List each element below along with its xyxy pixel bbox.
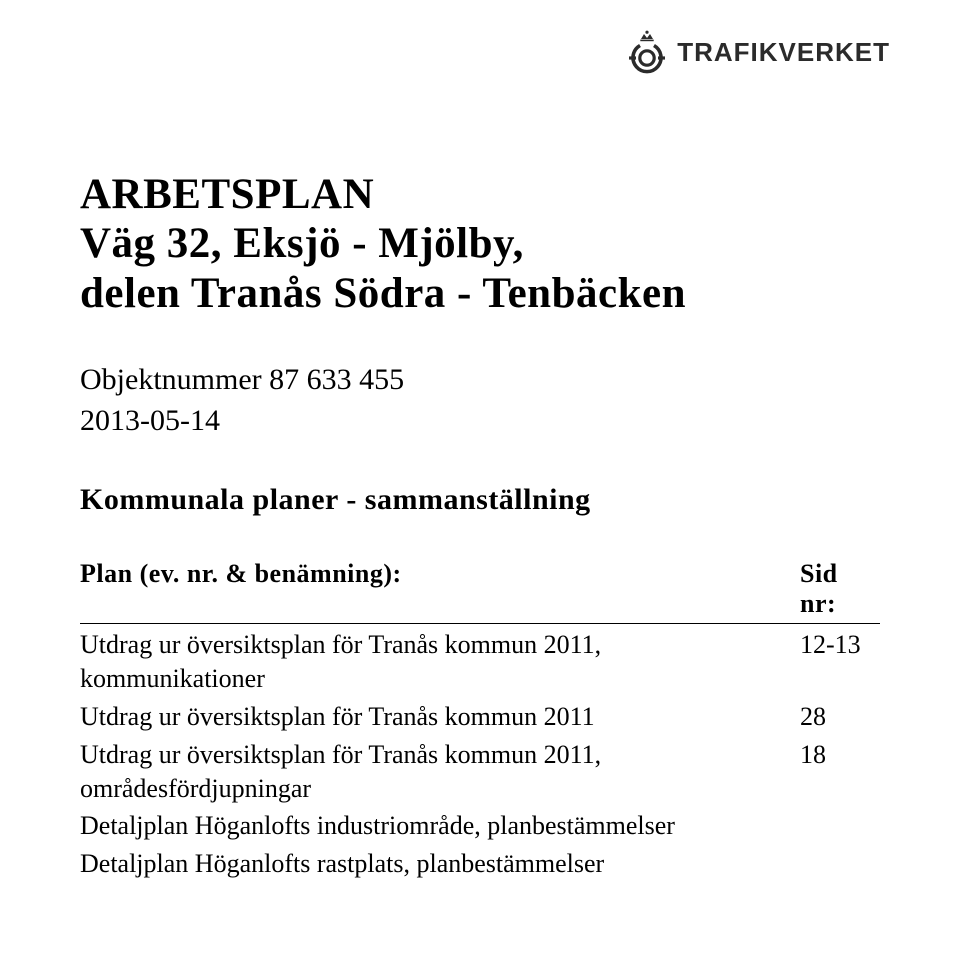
document-page: TRAFIKVERKET ARBETSPLAN Väg 32, Eksjö - … (0, 0, 960, 960)
table-row: Utdrag ur översiktsplan för Tranås kommu… (80, 738, 880, 806)
title-line-2: Väg 32, Eksjö - Mjölby, (80, 219, 880, 268)
plan-page: 18 (800, 738, 880, 772)
plan-label: Utdrag ur översiktsplan för Tranås kommu… (80, 700, 800, 734)
header-page: Sid nr: (800, 559, 880, 619)
header-plan: Plan (ev. nr. & benämning): (80, 559, 800, 619)
object-number: Objektnummer 87 633 455 (80, 360, 880, 401)
table-row: Utdrag ur översiktsplan för Tranås kommu… (80, 700, 880, 734)
trafikverket-logo: TRAFIKVERKET (627, 30, 890, 74)
table-row: Utdrag ur översiktsplan för Tranås kommu… (80, 628, 880, 696)
table-header-row: Plan (ev. nr. & benämning): Sid nr: (80, 559, 880, 624)
plan-label: Detaljplan Höganlofts industriområde, pl… (80, 809, 800, 843)
plan-label: Utdrag ur översiktsplan för Tranås kommu… (80, 738, 800, 806)
title-line-3: delen Tranås Södra - Tenbäcken (80, 269, 880, 318)
plan-page: 28 (800, 700, 880, 734)
trafikverket-wordmark: TRAFIKVERKET (677, 37, 890, 68)
document-meta: Objektnummer 87 633 455 2013-05-14 (80, 360, 880, 441)
plan-label: Detaljplan Höganlofts rastplats, planbes… (80, 847, 800, 881)
table-row: Detaljplan Höganlofts industriområde, pl… (80, 809, 880, 843)
document-title: ARBETSPLAN Väg 32, Eksjö - Mjölby, delen… (80, 170, 880, 318)
table-row: Detaljplan Höganlofts rastplats, planbes… (80, 847, 880, 881)
section-heading: Kommunala planer - sammanställning (80, 483, 880, 517)
trafikverket-crown-icon (627, 30, 667, 74)
document-date: 2013-05-14 (80, 401, 880, 442)
title-line-1: ARBETSPLAN (80, 170, 880, 219)
plan-page: 12-13 (800, 628, 880, 662)
plans-table: Plan (ev. nr. & benämning): Sid nr: Utdr… (80, 559, 880, 881)
plan-label: Utdrag ur översiktsplan för Tranås kommu… (80, 628, 800, 696)
